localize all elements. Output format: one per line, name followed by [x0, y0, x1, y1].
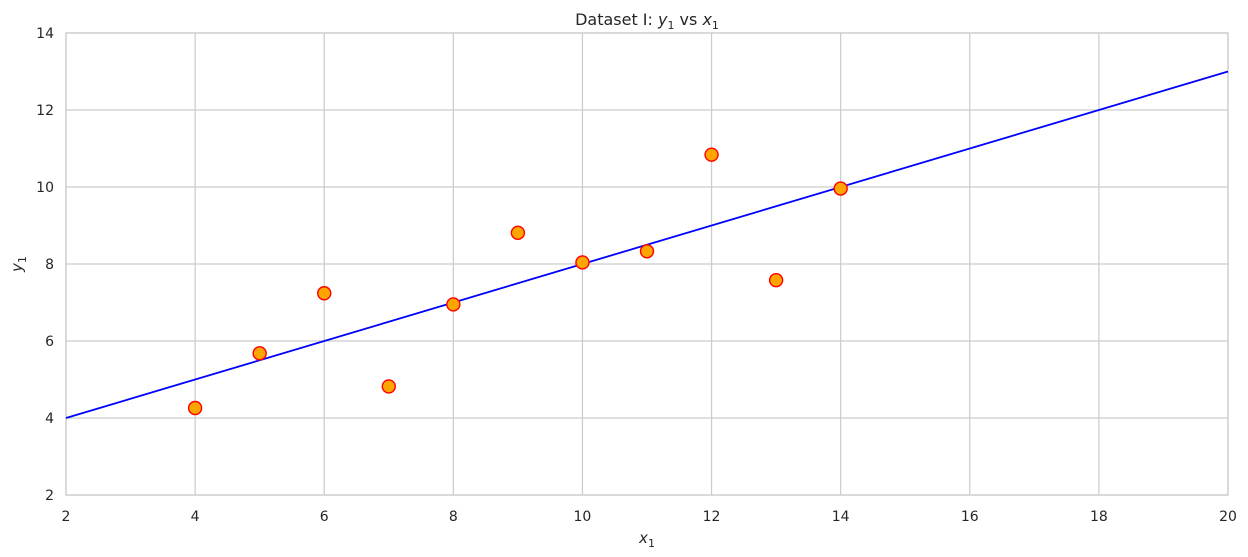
y-tick-label: 14: [36, 26, 54, 42]
x-axis-label: x1: [638, 529, 655, 550]
scatter-point: [704, 147, 719, 162]
y-tick-label: 10: [36, 180, 54, 196]
y-tick-label: 12: [36, 103, 54, 119]
scatter-point: [510, 225, 526, 241]
y-tick-label: 8: [45, 257, 54, 273]
x-tick-label: 6: [320, 509, 329, 525]
x-tick-label: 4: [191, 509, 200, 525]
y-tick-label: 4: [45, 411, 54, 427]
data-points: [187, 147, 848, 416]
scatter-point: [317, 286, 332, 301]
y-tick-label: 2: [45, 488, 54, 504]
x-tick-label: 2: [62, 509, 71, 525]
scatter-point: [768, 272, 784, 288]
x-tick-label: 16: [961, 509, 979, 525]
y-axis-label: y1: [8, 256, 29, 273]
scatter-point: [639, 244, 655, 259]
chart-title: Dataset I: y1 vs x1: [575, 10, 719, 32]
x-tick-label: 14: [832, 509, 850, 525]
scatter-point: [575, 255, 590, 270]
plot-frame: [65, 32, 1229, 496]
scatter-point: [833, 181, 848, 196]
x-tick-label: 18: [1090, 509, 1108, 525]
tick-labels: 2 4 6 8 10 12 14 16 18 20 2 4 6 8 10 12 14: [36, 26, 1237, 525]
scatter-point: [187, 400, 203, 416]
scatter-point: [446, 297, 461, 312]
scatter-point: [252, 346, 267, 361]
x-tick-label: 8: [449, 509, 458, 525]
x-tick-label: 10: [574, 509, 592, 525]
x-tick-label: 20: [1219, 509, 1237, 525]
x-tick-label: 12: [703, 509, 721, 525]
scatter-point: [381, 379, 396, 394]
y-tick-label: 6: [45, 334, 54, 350]
